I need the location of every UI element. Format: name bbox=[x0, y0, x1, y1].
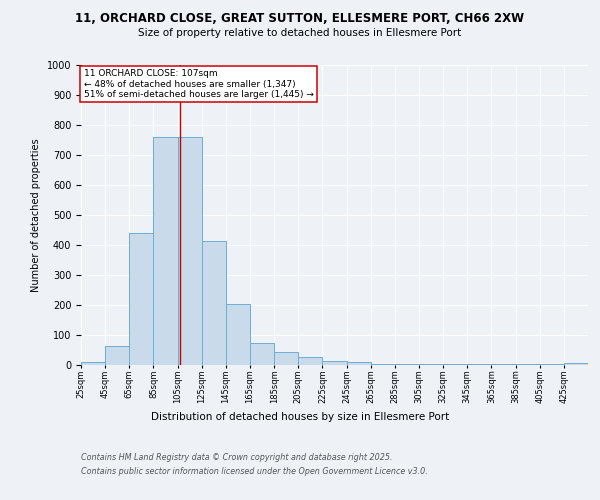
Y-axis label: Number of detached properties: Number of detached properties bbox=[31, 138, 41, 292]
Bar bbox=[154, 137, 178, 365]
Bar bbox=[564, 362, 588, 365]
Bar bbox=[105, 346, 129, 365]
Bar bbox=[178, 137, 202, 365]
Text: 11 ORCHARD CLOSE: 107sqm
← 48% of detached houses are smaller (1,347)
51% of sem: 11 ORCHARD CLOSE: 107sqm ← 48% of detach… bbox=[83, 70, 313, 100]
Bar bbox=[467, 364, 491, 365]
Bar bbox=[419, 364, 443, 365]
Bar bbox=[491, 364, 515, 365]
Bar bbox=[298, 356, 322, 365]
Text: Size of property relative to detached houses in Ellesmere Port: Size of property relative to detached ho… bbox=[139, 28, 461, 38]
Bar bbox=[347, 362, 371, 365]
Text: Contains HM Land Registry data © Crown copyright and database right 2025.: Contains HM Land Registry data © Crown c… bbox=[81, 452, 392, 462]
Bar bbox=[395, 364, 419, 365]
Bar bbox=[202, 240, 226, 365]
Bar bbox=[274, 352, 298, 365]
Bar bbox=[371, 364, 395, 365]
Bar bbox=[322, 362, 347, 365]
Bar bbox=[515, 364, 540, 365]
Bar bbox=[443, 364, 467, 365]
Bar bbox=[540, 364, 564, 365]
Text: Distribution of detached houses by size in Ellesmere Port: Distribution of detached houses by size … bbox=[151, 412, 449, 422]
Bar bbox=[81, 362, 105, 365]
Bar bbox=[226, 304, 250, 365]
Text: 11, ORCHARD CLOSE, GREAT SUTTON, ELLESMERE PORT, CH66 2XW: 11, ORCHARD CLOSE, GREAT SUTTON, ELLESME… bbox=[76, 12, 524, 26]
Bar bbox=[250, 342, 274, 365]
Text: Contains public sector information licensed under the Open Government Licence v3: Contains public sector information licen… bbox=[81, 468, 428, 476]
Bar bbox=[129, 233, 154, 365]
